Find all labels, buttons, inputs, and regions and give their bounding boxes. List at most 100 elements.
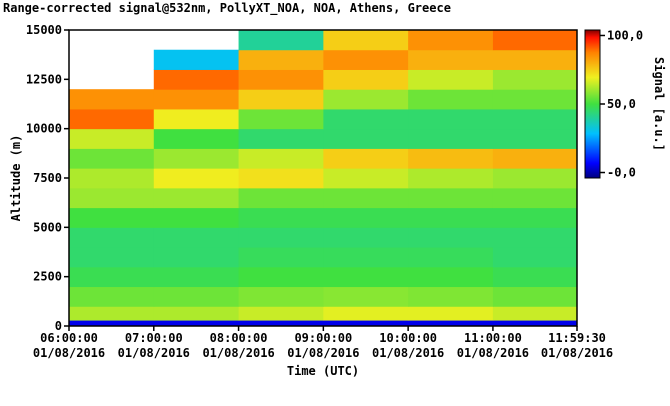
heatmap-cell bbox=[153, 286, 240, 307]
heatmap-cell bbox=[69, 128, 155, 149]
heatmap-cell bbox=[323, 89, 409, 110]
x-tick-label: 09:00:00 01/08/2016 bbox=[287, 331, 359, 360]
heatmap-cell bbox=[408, 286, 494, 307]
y-tick-label: 12500 bbox=[26, 72, 62, 86]
heatmap-cell bbox=[69, 266, 155, 288]
heatmap-cell bbox=[492, 266, 578, 288]
heatmap-cell bbox=[492, 320, 578, 327]
x-tick-label: 11:00:00 01/08/2016 bbox=[457, 331, 529, 360]
y-tick-label: 0 bbox=[55, 319, 62, 333]
heatmap-cell bbox=[492, 128, 578, 149]
heatmap-cell bbox=[153, 89, 240, 110]
heatmap-cell bbox=[153, 227, 240, 248]
heatmap-cell bbox=[69, 306, 155, 321]
y-tick-label: 7500 bbox=[33, 171, 62, 185]
heatmap-cell bbox=[153, 49, 240, 70]
x-tick-label: 07:00:00 01/08/2016 bbox=[118, 331, 190, 360]
heatmap-cell bbox=[69, 247, 155, 268]
heatmap-cell bbox=[323, 168, 409, 189]
heatmap-cell bbox=[492, 207, 578, 228]
chart-title: Range-corrected signal@532nm, PollyXT_NO… bbox=[3, 1, 451, 16]
heatmap-cell bbox=[323, 247, 409, 268]
heatmap-cell bbox=[323, 306, 409, 321]
heatmap-cell bbox=[153, 128, 240, 149]
heatmap-cell bbox=[408, 69, 494, 90]
heatmap-cell bbox=[323, 69, 409, 90]
heatmap-cell bbox=[492, 89, 578, 110]
heatmap-cell bbox=[153, 148, 240, 169]
heatmap-cell bbox=[408, 30, 494, 51]
heatmap-cell bbox=[238, 108, 324, 130]
heatmap-cell bbox=[238, 266, 324, 288]
heatmap-cell bbox=[492, 306, 578, 321]
heatmap-cell bbox=[238, 89, 324, 110]
heatmap-cell bbox=[408, 128, 494, 149]
x-axis-label: Time (UTC) bbox=[287, 364, 359, 378]
heatmap-cell bbox=[492, 168, 578, 189]
heatmap-cell bbox=[323, 227, 409, 248]
colorbar-tick-label: 100,0 bbox=[607, 28, 643, 42]
x-tick-label: 08:00:00 01/08/2016 bbox=[202, 331, 274, 360]
heatmap-cell bbox=[408, 306, 494, 321]
heatmap-cell bbox=[69, 320, 155, 327]
heatmap-cell bbox=[69, 89, 155, 110]
heatmap-cell bbox=[323, 108, 409, 130]
heatmap-cell bbox=[408, 49, 494, 70]
heatmap-cell bbox=[69, 187, 155, 209]
colorbar-tick-label: 50,0 bbox=[607, 97, 636, 111]
y-axis-label: Altitude (m) bbox=[9, 135, 23, 222]
heatmap-cell bbox=[238, 49, 324, 70]
heatmap-cell bbox=[238, 286, 324, 307]
heatmap-cell bbox=[238, 187, 324, 209]
heatmap-cell bbox=[408, 168, 494, 189]
heatmap-cell bbox=[323, 320, 409, 327]
colorbar-label: Signal [a.u.] bbox=[652, 57, 666, 151]
heatmap-cell bbox=[238, 306, 324, 321]
x-tick-label: 10:00:00 01/08/2016 bbox=[372, 331, 444, 360]
heatmap-cell bbox=[153, 207, 240, 228]
heatmap-cell bbox=[153, 168, 240, 189]
heatmap-cell bbox=[492, 247, 578, 268]
heatmap-cell bbox=[69, 148, 155, 169]
heatmap-cell bbox=[238, 69, 324, 90]
heatmap-cell bbox=[69, 207, 155, 228]
heatmap-cell bbox=[323, 148, 409, 169]
heatmap-cell bbox=[153, 247, 240, 268]
heatmap-cell bbox=[408, 266, 494, 288]
heatmap-cell bbox=[238, 128, 324, 149]
heatmap-cell bbox=[323, 30, 409, 51]
heatmap-cell bbox=[69, 227, 155, 248]
heatmap-cell bbox=[69, 108, 155, 130]
heatmap-cell bbox=[408, 89, 494, 110]
heatmap-cell bbox=[238, 30, 324, 51]
heatmap-cell bbox=[408, 148, 494, 169]
heatmap-cell bbox=[492, 30, 578, 51]
heatmap-cell bbox=[492, 69, 578, 90]
heatmap-cell bbox=[323, 286, 409, 307]
heatmap-cell bbox=[153, 187, 240, 209]
heatmap-cell bbox=[492, 286, 578, 307]
heatmap-cell bbox=[323, 187, 409, 209]
heatmap-cell bbox=[153, 108, 240, 130]
heatmap-cell bbox=[492, 148, 578, 169]
heatmap-cell bbox=[153, 266, 240, 288]
heatmap-cell bbox=[238, 247, 324, 268]
heatmap-cell bbox=[153, 69, 240, 90]
heatmap-cell bbox=[69, 286, 155, 307]
heatmap-cell bbox=[323, 207, 409, 228]
colorbar bbox=[584, 29, 601, 179]
y-tick-label: 15000 bbox=[26, 23, 62, 37]
x-tick-label: 11:59:30 01/08/2016 bbox=[541, 331, 613, 360]
heatmap-cell bbox=[323, 128, 409, 149]
heatmap-cell bbox=[408, 207, 494, 228]
heatmap-cell bbox=[408, 108, 494, 130]
heatmap-cell bbox=[323, 266, 409, 288]
heatmap-cell bbox=[492, 49, 578, 70]
heatmap-cell bbox=[492, 187, 578, 209]
heatmap-cell bbox=[69, 168, 155, 189]
heatmap-cell bbox=[408, 187, 494, 209]
heatmap-cell bbox=[238, 168, 324, 189]
heatmap-cell bbox=[323, 49, 409, 70]
y-tick-label: 10000 bbox=[26, 122, 62, 136]
